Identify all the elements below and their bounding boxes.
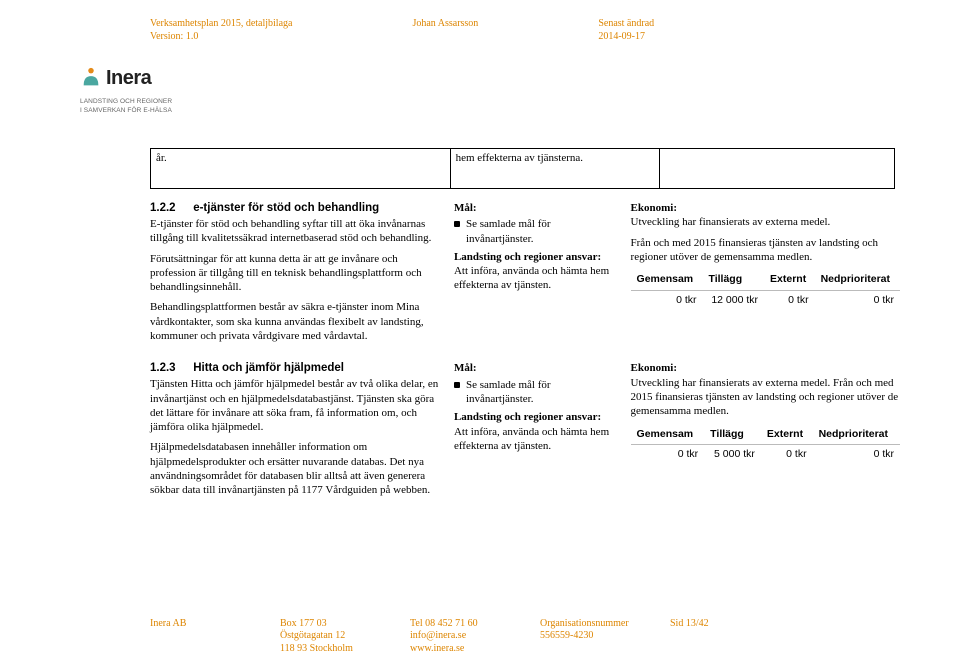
eco-para: Utveckling har finansierats av externa m… <box>631 215 900 229</box>
eco-table: Gemensam Tillägg Externt Nedprioriterat … <box>631 425 900 465</box>
header-author: Johan Assarsson <box>412 18 478 31</box>
header-changed-label: Senast ändrad <box>598 18 654 31</box>
footer-email: info@inera.se <box>410 630 500 643</box>
section-mid: Mål: Se samlade mål för invånartjänster.… <box>454 361 621 503</box>
eco-th: Tillägg <box>702 270 764 290</box>
footer-page: Sid 13/42 <box>670 618 760 656</box>
header-changed-date: 2014-09-17 <box>598 31 654 44</box>
bullet-text: Se samlade mål för invånartjänster. <box>466 378 621 407</box>
section-left: 1.2.2 e-tjänster för stöd och behandling… <box>150 201 444 349</box>
table-row: 0 tkr 5 000 tkr 0 tkr 0 tkr <box>631 445 900 465</box>
table-row: Gemensam Tillägg Externt Nedprioriterat <box>631 425 900 445</box>
section-title: Hitta och jämför hjälpmedel <box>193 362 344 374</box>
page-footer: Inera AB Box 177 03 Östgötagatan 12 118 … <box>150 618 900 656</box>
eco-td: 0 tkr <box>631 445 705 465</box>
top-cell-1: år. <box>151 149 451 189</box>
section-number: 1.2.2 <box>150 201 190 216</box>
section-122: 1.2.2 e-tjänster för stöd och behandling… <box>150 201 900 349</box>
section-right: Ekonomi: Utveckling har finansierats av … <box>631 361 900 503</box>
bullet-item: Se samlade mål för invånartjänster. <box>454 378 621 407</box>
header-right: Senast ändrad 2014-09-17 <box>598 18 654 43</box>
eco-para: Från och med 2015 finansieras tjänsten a… <box>631 236 900 265</box>
eco-th: Gemensam <box>631 425 705 445</box>
section-title: e-tjänster för stöd och behandling <box>193 202 379 214</box>
header-mid: Johan Assarsson <box>412 18 478 43</box>
top-cell-2: hem effekterna av tjänsterna. <box>450 149 660 189</box>
header-left: Verksamhetsplan 2015, detaljbilaga Versi… <box>150 18 292 43</box>
eco-th: Gemensam <box>631 270 703 290</box>
eco-para: Utveckling har finansierats av externa m… <box>631 376 900 419</box>
resp-text: Att införa, använda och hämta hem effekt… <box>454 425 621 454</box>
footer-address-line: Box 177 03 <box>280 618 370 631</box>
footer-address: Box 177 03 Östgötagatan 12 118 93 Stockh… <box>280 618 370 656</box>
footer-company-name: Inera AB <box>150 618 240 631</box>
footer-org: Organisationsnummer 556559-4230 <box>540 618 630 656</box>
logo-icon <box>80 67 102 89</box>
bullet-icon <box>454 382 460 388</box>
section-123: 1.2.3 Hitta och jämför hjälpmedel Tjänst… <box>150 361 900 503</box>
footer-address-line: Östgötagatan 12 <box>280 630 370 643</box>
para: Tjänsten Hitta och jämför hjälpmedel bes… <box>150 377 444 434</box>
footer-address-line: 118 93 Stockholm <box>280 643 370 656</box>
logo-block: Inera LANDSTING OCH REGIONER I SAMVERKAN… <box>80 60 210 114</box>
eco-table: Gemensam Tillägg Externt Nedprioriterat … <box>631 270 900 310</box>
bullet-icon <box>454 221 460 227</box>
bullet-text: Se samlade mål för invånartjänster. <box>466 217 621 246</box>
eco-td: 12 000 tkr <box>702 290 764 310</box>
eco-td: 5 000 tkr <box>704 445 761 465</box>
bullet-item: Se samlade mål för invånartjänster. <box>454 217 621 246</box>
eco-td: 0 tkr <box>813 445 900 465</box>
top-cell-3 <box>660 149 895 189</box>
section-mid: Mål: Se samlade mål för invånartjänster.… <box>454 201 621 349</box>
logo-tagline-1: LANDSTING OCH REGIONER <box>80 98 210 105</box>
resp-label: Landsting och regioner ansvar: <box>454 410 621 424</box>
section-heading: 1.2.3 Hitta och jämför hjälpmedel <box>150 361 444 376</box>
section-right: Ekonomi: Utveckling har finansierats av … <box>631 201 900 349</box>
footer-tel: Tel 08 452 71 60 <box>410 618 500 631</box>
logo-tagline-2: I SAMVERKAN FÖR E-HÄLSA <box>80 107 210 114</box>
footer-org-label: Organisationsnummer <box>540 618 630 631</box>
para: Förutsättningar för att kunna detta är a… <box>150 252 444 295</box>
eco-td: 0 tkr <box>631 290 703 310</box>
table-row: 0 tkr 12 000 tkr 0 tkr 0 tkr <box>631 290 900 310</box>
eco-label: Ekonomi: <box>631 361 900 375</box>
header-version: Version: 1.0 <box>150 31 292 44</box>
eco-th: Tillägg <box>704 425 761 445</box>
section-heading: 1.2.2 e-tjänster för stöd och behandling <box>150 201 444 216</box>
eco-th: Nedprioriterat <box>815 270 900 290</box>
footer-company: Inera AB <box>150 618 240 656</box>
eco-label: Ekonomi: <box>631 201 900 215</box>
table-row: Gemensam Tillägg Externt Nedprioriterat <box>631 270 900 290</box>
section-left: 1.2.3 Hitta och jämför hjälpmedel Tjänst… <box>150 361 444 503</box>
footer-contact: Tel 08 452 71 60 info@inera.se www.inera… <box>410 618 500 656</box>
eco-th: Externt <box>761 425 813 445</box>
para: Hjälpmedelsdatabasen innehåller informat… <box>150 440 444 497</box>
eco-th: Externt <box>764 270 815 290</box>
page-header: Verksamhetsplan 2015, detaljbilaga Versi… <box>0 0 960 43</box>
footer-page-number: Sid 13/42 <box>670 618 760 631</box>
logo: Inera <box>80 60 170 96</box>
goal-label: Mål: <box>454 201 621 215</box>
eco-td: 0 tkr <box>761 445 813 465</box>
footer-org-number: 556559-4230 <box>540 630 630 643</box>
para: Behandlingsplattformen består av säkra e… <box>150 300 444 343</box>
logo-text: Inera <box>106 67 151 90</box>
resp-text: Att införa, använda och hämta hem effekt… <box>454 264 621 293</box>
table-row: år. hem effekterna av tjänsterna. <box>151 149 895 189</box>
top-table: år. hem effekterna av tjänsterna. <box>150 148 895 189</box>
section-number: 1.2.3 <box>150 361 190 376</box>
goal-label: Mål: <box>454 361 621 375</box>
para: E-tjänster för stöd och behandling syfta… <box>150 217 444 246</box>
eco-th: Nedprioriterat <box>813 425 900 445</box>
header-title: Verksamhetsplan 2015, detaljbilaga <box>150 18 292 31</box>
resp-label: Landsting och regioner ansvar: <box>454 250 621 264</box>
eco-td: 0 tkr <box>764 290 815 310</box>
footer-web: www.inera.se <box>410 643 500 656</box>
eco-td: 0 tkr <box>815 290 900 310</box>
